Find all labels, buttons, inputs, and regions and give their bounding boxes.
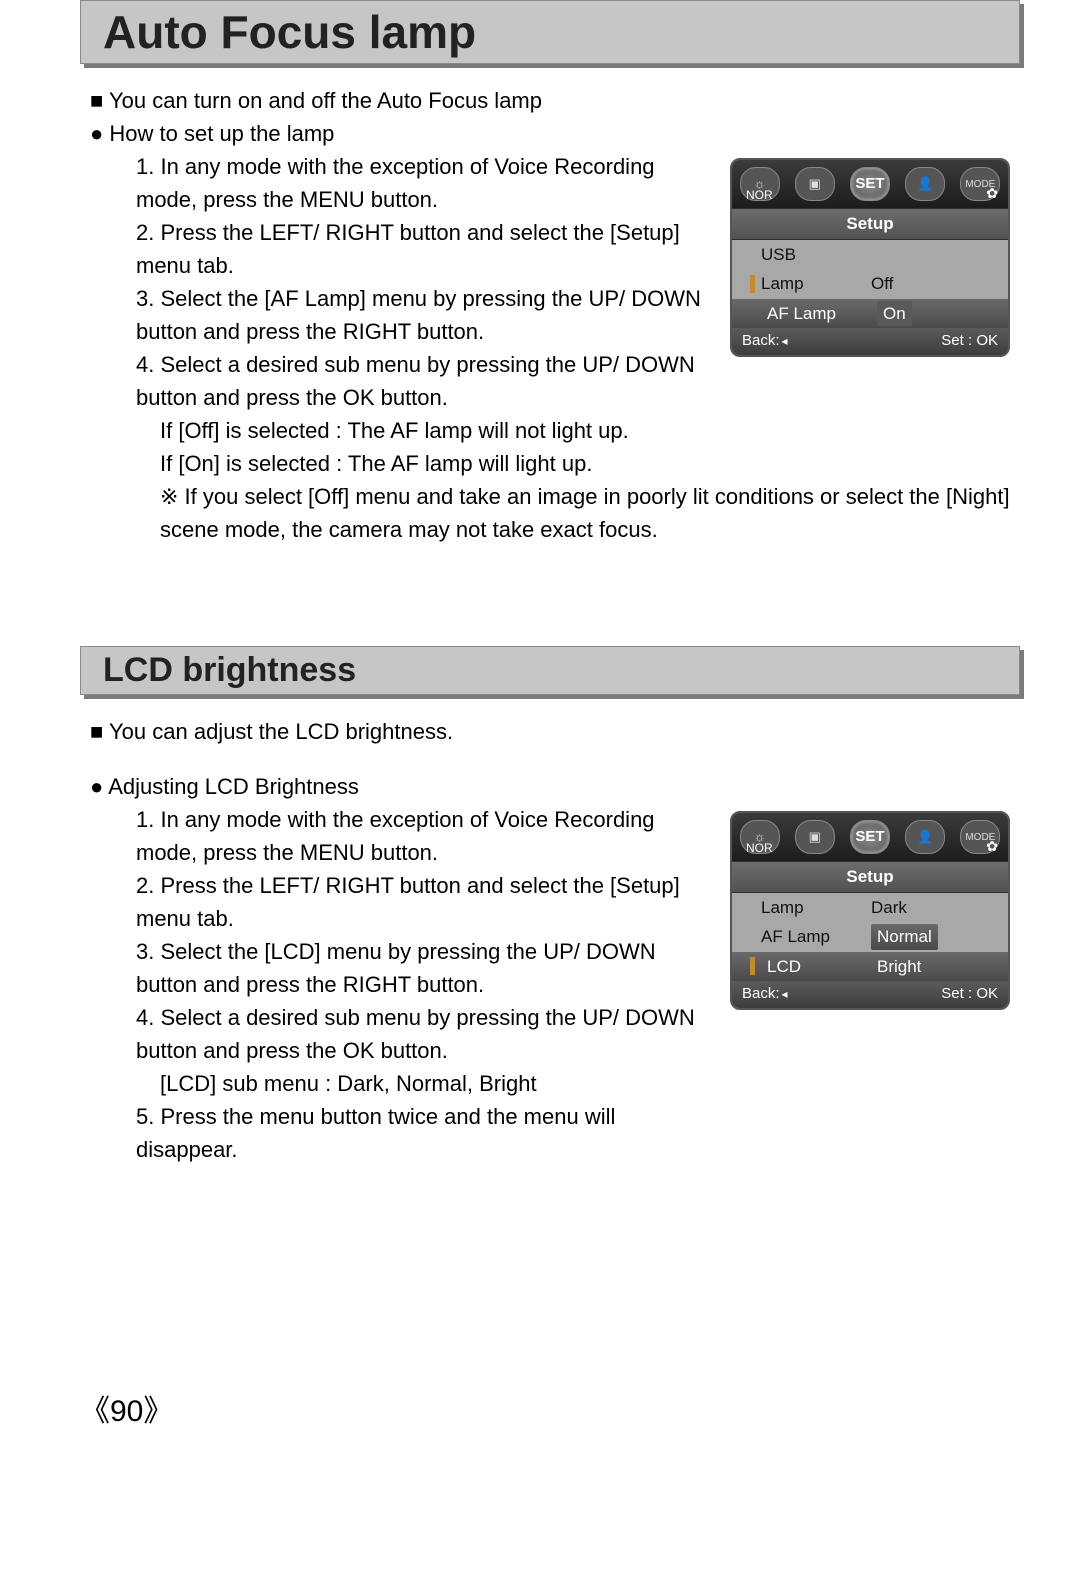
section2-step4: 4. Select a desired sub menu by pressing…: [90, 1001, 706, 1067]
section1-step1: 1. In any mode with the exception of Voi…: [90, 150, 706, 216]
section1-follow1: If [Off] is selected : The AF lamp will …: [90, 414, 706, 447]
camera-menu-list: USBLampOffAF LampOn: [732, 240, 1008, 329]
menu-row: USB: [732, 240, 1008, 270]
tab-set: SET: [850, 167, 890, 201]
tab-set: SET: [850, 820, 890, 854]
camera-tabs: NOR ☼ ▣ SET 👤 MODE ✿: [732, 160, 1008, 208]
camera-menu-title: Setup: [732, 208, 1008, 240]
section2-step3: 3. Select the [LCD] menu by pressing the…: [90, 935, 706, 1001]
camera-menu-title: Setup: [732, 861, 1008, 893]
section1-title-bar: Auto Focus lamp: [80, 0, 1020, 64]
section1-step4: 4. Select a desired sub menu by pressing…: [90, 348, 706, 414]
section1-content: You can turn on and off the Auto Focus l…: [80, 84, 1020, 546]
menu-row: LampOff: [732, 269, 1008, 299]
section2-camera-screen: NOR ☼ ▣ SET 👤 MODE ✿ Setup LampDarkAF La…: [730, 811, 1010, 1010]
nor-label: NOR: [746, 839, 773, 857]
section1-follow2: If [On] is selected : The AF lamp will l…: [90, 447, 706, 480]
camera-tabs: NOR ☼ ▣ SET 👤 MODE ✿: [732, 813, 1008, 861]
menu-row-selected: LCDBright: [732, 952, 1008, 982]
tab-icon: 👤: [905, 167, 945, 201]
section2-step2: 2. Press the LEFT/ RIGHT button and sele…: [90, 869, 706, 935]
section2-title: LCD brightness: [103, 651, 356, 689]
section2-howto: Adjusting LCD Brightness: [90, 770, 1010, 803]
camera-footer: Back: Set : OK: [732, 328, 1008, 355]
section2-step1: 1. In any mode with the exception of Voi…: [90, 803, 706, 869]
section2-content: You can adjust the LCD brightness. Adjus…: [80, 715, 1020, 1166]
section1-camera-screen: NOR ☼ ▣ SET 👤 MODE ✿ Setup USBLampOffAF …: [730, 158, 1010, 357]
section2-title-bar: LCD brightness: [80, 646, 1020, 695]
section1-step2: 2. Press the LEFT/ RIGHT button and sele…: [90, 216, 706, 282]
section1-note: If you select [Off] menu and take an ima…: [90, 480, 1010, 546]
section1-title: Auto Focus lamp: [103, 6, 476, 58]
section2-step5: 5. Press the menu button twice and the m…: [90, 1100, 706, 1166]
camera-icon: ✿: [986, 183, 998, 204]
tab-icon: 👤: [905, 820, 945, 854]
ok-label: Set : OK: [941, 330, 998, 353]
menu-row: AF LampNormal: [732, 922, 1008, 952]
section2-intro: You can adjust the LCD brightness.: [90, 715, 1010, 748]
section1-intro: You can turn on and off the Auto Focus l…: [90, 84, 1010, 117]
camera-icon: ✿: [986, 836, 998, 857]
tab-icon: ▣: [795, 820, 835, 854]
tab-icon: ▣: [795, 167, 835, 201]
nor-label: NOR: [746, 186, 773, 204]
menu-row-selected: AF LampOn: [732, 299, 1008, 329]
camera-footer: Back: Set : OK: [732, 981, 1008, 1008]
camera-menu-list: LampDarkAF LampNormalLCDBright: [732, 893, 1008, 982]
page-number: 《90》: [80, 1386, 1020, 1430]
menu-row: LampDark: [732, 893, 1008, 923]
section1-howto: How to set up the lamp: [90, 117, 1010, 150]
section1-step3: 3. Select the [AF Lamp] menu by pressing…: [90, 282, 706, 348]
back-label: Back:: [742, 330, 788, 353]
back-label: Back:: [742, 983, 788, 1006]
ok-label: Set : OK: [941, 983, 998, 1006]
section2-follow1: [LCD] sub menu : Dark, Normal, Bright: [90, 1067, 706, 1100]
